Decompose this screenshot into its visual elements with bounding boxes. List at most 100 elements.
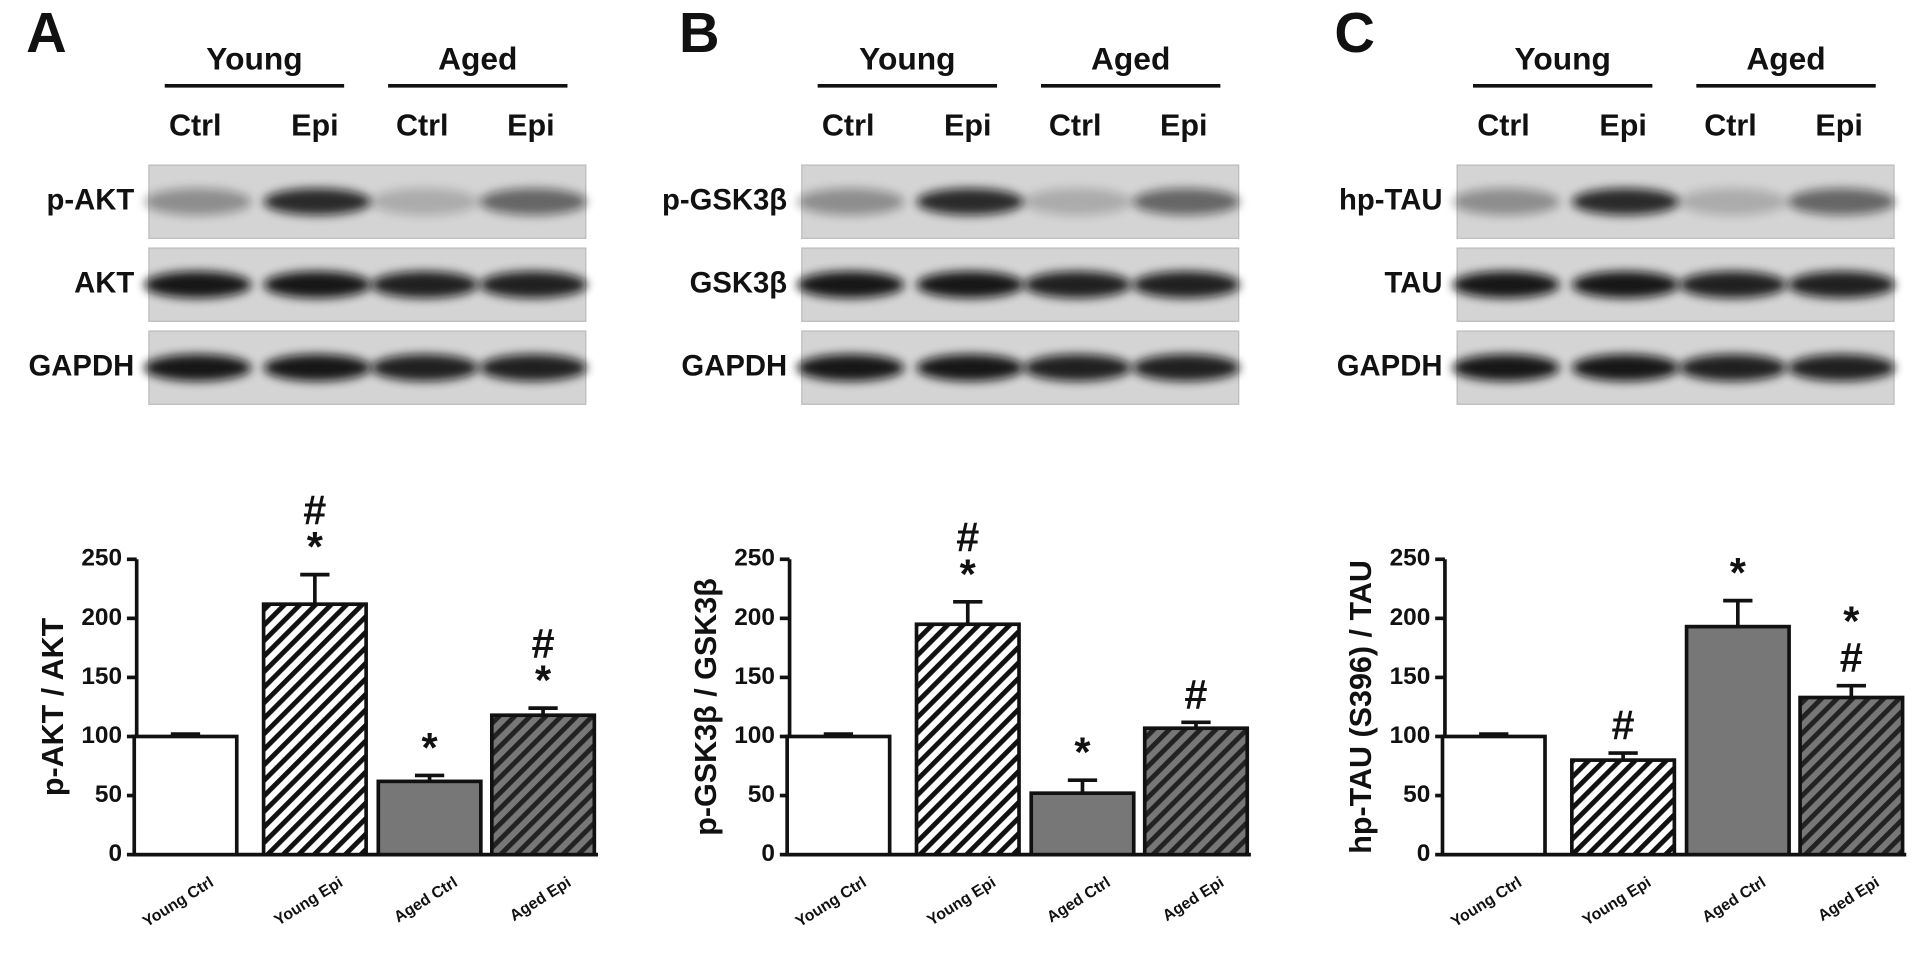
y-tick-label: 200 (1390, 604, 1431, 631)
annotation: * (1730, 549, 1747, 596)
blot-band (1023, 188, 1132, 216)
group-label: Aged (438, 41, 517, 77)
bar (1798, 695, 1905, 857)
blot-band (1452, 354, 1560, 382)
group-label: Young (1515, 41, 1611, 77)
blot-band (916, 354, 1024, 382)
blot-band (1571, 354, 1680, 382)
blot-band (1679, 354, 1787, 382)
y-tick-label: 250 (81, 545, 122, 572)
annotation: * (535, 657, 552, 704)
lane-label: Ctrl (1704, 108, 1757, 142)
blot-band (1132, 271, 1240, 299)
blot-band (796, 188, 905, 216)
blot-label: TAU (1385, 266, 1443, 299)
y-tick-label: 150 (81, 663, 122, 690)
lane-label: Epi (944, 108, 991, 142)
blot-band (370, 354, 479, 382)
blot-band (1132, 188, 1240, 216)
blot-band (144, 188, 252, 216)
blot-band (479, 188, 588, 216)
blot-label: GAPDH (681, 349, 787, 382)
panel-letter: C (1334, 1, 1375, 64)
x-tick-label: Young Ctrl (140, 874, 217, 931)
blot-band (370, 271, 479, 299)
bar (1029, 791, 1136, 857)
y-tick-label: 100 (81, 722, 122, 749)
annotation: * (1074, 729, 1091, 776)
group-label: Aged (1746, 41, 1825, 77)
x-tick-label: Young Ctrl (1448, 874, 1525, 931)
group-label: Aged (1091, 41, 1170, 77)
blot-band (1787, 354, 1896, 382)
annotation: * (307, 523, 324, 570)
blot-label: GAPDH (29, 349, 135, 382)
y-tick-label: 200 (81, 604, 122, 631)
y-axis-label: hp-TAU (S396) / TAU (1344, 560, 1378, 854)
y-tick-label: 250 (734, 545, 775, 572)
y-tick-label: 150 (734, 663, 775, 690)
x-tick-label: Young Epi (272, 874, 347, 929)
y-tick-label: 100 (734, 722, 775, 749)
y-axis-label: p-GSK3β / GSK3β (689, 578, 723, 836)
blot-band (144, 354, 252, 382)
x-tick-label: Aged Epi (1815, 874, 1882, 925)
x-tick-label: Aged Ctrl (1044, 874, 1114, 926)
blot-band (144, 271, 252, 299)
bar (376, 779, 483, 857)
blot-band (1571, 188, 1680, 216)
y-tick-label: 100 (1390, 722, 1431, 749)
bar (1684, 624, 1791, 857)
blot-band (479, 271, 588, 299)
y-tick-label: 250 (1390, 545, 1431, 572)
panel-letter: B (679, 1, 720, 64)
x-tick-label: Young Epi (1580, 874, 1655, 929)
bar (785, 734, 892, 857)
bar (261, 602, 368, 857)
blot-band (1679, 188, 1787, 216)
bar (132, 734, 239, 857)
blot-label: hp-TAU (1339, 183, 1442, 216)
annotation: * (960, 550, 977, 597)
group-label: Young (206, 41, 302, 77)
bar (914, 622, 1021, 857)
bar (1570, 758, 1677, 857)
blot-band (263, 354, 371, 382)
y-tick-label: 0 (108, 840, 122, 867)
annotation: # (956, 514, 979, 561)
annotation: # (1612, 702, 1635, 749)
lane-label: Epi (291, 108, 338, 142)
x-tick-label: Aged Epi (1160, 874, 1227, 925)
blot-band (479, 354, 588, 382)
group-label: Young (859, 41, 955, 77)
x-tick-label: Young Ctrl (793, 874, 870, 931)
blot-band (370, 188, 479, 216)
annotation: * (1843, 598, 1860, 645)
blot-band (1023, 271, 1132, 299)
lane-label: Epi (1815, 108, 1862, 142)
x-tick-label: Aged Epi (507, 874, 574, 925)
x-tick-label: Aged Ctrl (391, 874, 461, 926)
blot-band (916, 188, 1024, 216)
x-tick-label: Young Epi (924, 874, 999, 929)
blot-band (1787, 271, 1896, 299)
blot-label: AKT (74, 266, 134, 299)
blot-band (1132, 354, 1240, 382)
annotation: # (532, 620, 555, 667)
blot-band (263, 188, 371, 216)
blot-band (1023, 354, 1132, 382)
blot-band (1571, 271, 1680, 299)
bar (489, 713, 597, 857)
y-tick-label: 50 (1403, 781, 1430, 808)
lane-label: Epi (1160, 108, 1207, 142)
y-tick-label: 150 (1390, 663, 1431, 690)
lane-label: Epi (507, 108, 554, 142)
annotation: # (303, 487, 326, 534)
y-tick-label: 0 (1417, 840, 1431, 867)
annotation: # (1840, 634, 1863, 681)
lane-label: Ctrl (396, 108, 449, 142)
y-tick-label: 200 (734, 604, 775, 631)
lane-label: Ctrl (169, 108, 222, 142)
blot-label: p-GSK3β (662, 183, 787, 216)
